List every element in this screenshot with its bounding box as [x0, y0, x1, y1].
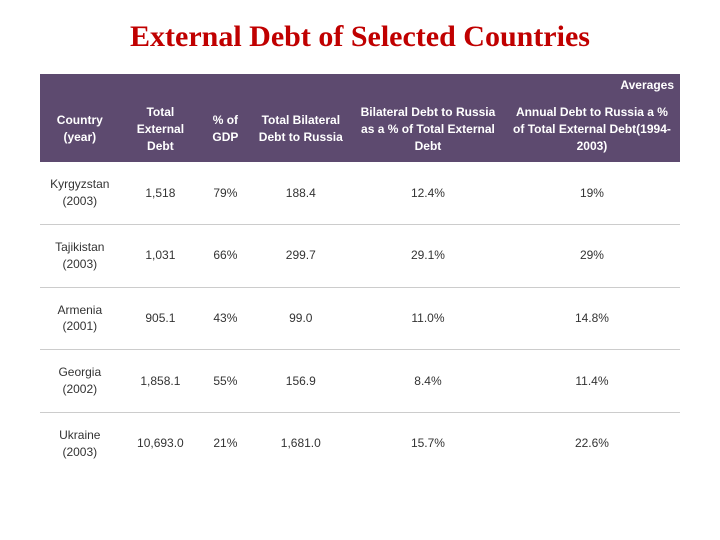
table-row: Georgia (2002) 1,858.1 55% 156.9 8.4% 11… [40, 350, 680, 413]
country-year: (2002) [62, 382, 97, 396]
cell-bilat-pct: 15.7% [352, 412, 504, 474]
col-country: Country (year) [40, 96, 120, 162]
table-row: Ukraine (2003) 10,693.0 21% 1,681.0 15.7… [40, 412, 680, 474]
cell-bilateral: 1,681.0 [250, 412, 352, 474]
cell-annual-pct: 19% [504, 162, 680, 224]
cell-total-ext: 1,858.1 [120, 350, 202, 413]
cell-pct-gdp: 66% [201, 224, 249, 287]
cell-total-ext: 1,031 [120, 224, 202, 287]
cell-bilateral: 156.9 [250, 350, 352, 413]
cell-bilateral: 299.7 [250, 224, 352, 287]
cell-annual-pct: 14.8% [504, 287, 680, 350]
cell-bilat-pct: 8.4% [352, 350, 504, 413]
table-header: Averages Country (year) Total External D… [40, 74, 680, 162]
column-headers: Country (year) Total External Debt % of … [40, 96, 680, 162]
slide-container: External Debt of Selected Countries Aver… [0, 0, 720, 540]
cell-country: Georgia (2002) [40, 350, 120, 413]
averages-label: Averages [352, 74, 680, 96]
country-name: Kyrgyzstan [50, 177, 109, 191]
col-annual-pct: Annual Debt to Russia a % of Total Exter… [504, 96, 680, 162]
cell-pct-gdp: 43% [201, 287, 249, 350]
country-year: (2001) [62, 319, 97, 333]
country-year: (2003) [62, 257, 97, 271]
debt-table: Averages Country (year) Total External D… [40, 74, 680, 474]
cell-annual-pct: 11.4% [504, 350, 680, 413]
cell-total-ext: 10,693.0 [120, 412, 202, 474]
cell-country: Kyrgyzstan (2003) [40, 162, 120, 224]
cell-total-ext: 905.1 [120, 287, 202, 350]
country-name: Georgia [58, 365, 101, 379]
cell-bilat-pct: 29.1% [352, 224, 504, 287]
cell-bilateral: 99.0 [250, 287, 352, 350]
col-bilat-pct: Bilateral Debt to Russia as a % of Total… [352, 96, 504, 162]
table-row: Kyrgyzstan (2003) 1,518 79% 188.4 12.4% … [40, 162, 680, 224]
country-year: (2003) [62, 194, 97, 208]
avg-blank [40, 74, 352, 96]
table-row: Tajikistan (2003) 1,031 66% 299.7 29.1% … [40, 224, 680, 287]
cell-annual-pct: 29% [504, 224, 680, 287]
cell-country: Armenia (2001) [40, 287, 120, 350]
table-row: Armenia (2001) 905.1 43% 99.0 11.0% 14.8… [40, 287, 680, 350]
cell-pct-gdp: 55% [201, 350, 249, 413]
cell-pct-gdp: 79% [201, 162, 249, 224]
country-year: (2003) [62, 445, 97, 459]
cell-bilat-pct: 11.0% [352, 287, 504, 350]
cell-annual-pct: 22.6% [504, 412, 680, 474]
page-title: External Debt of Selected Countries [40, 20, 680, 54]
averages-row: Averages [40, 74, 680, 96]
cell-country: Tajikistan (2003) [40, 224, 120, 287]
cell-pct-gdp: 21% [201, 412, 249, 474]
country-name: Armenia [57, 303, 102, 317]
country-name: Ukraine [59, 428, 100, 442]
table-body: Kyrgyzstan (2003) 1,518 79% 188.4 12.4% … [40, 162, 680, 474]
cell-country: Ukraine (2003) [40, 412, 120, 474]
col-total-ext: Total External Debt [120, 96, 202, 162]
cell-total-ext: 1,518 [120, 162, 202, 224]
col-bilateral: Total Bilateral Debt to Russia [250, 96, 352, 162]
cell-bilateral: 188.4 [250, 162, 352, 224]
country-name: Tajikistan [55, 240, 104, 254]
cell-bilat-pct: 12.4% [352, 162, 504, 224]
col-pct-gdp: % of GDP [201, 96, 249, 162]
